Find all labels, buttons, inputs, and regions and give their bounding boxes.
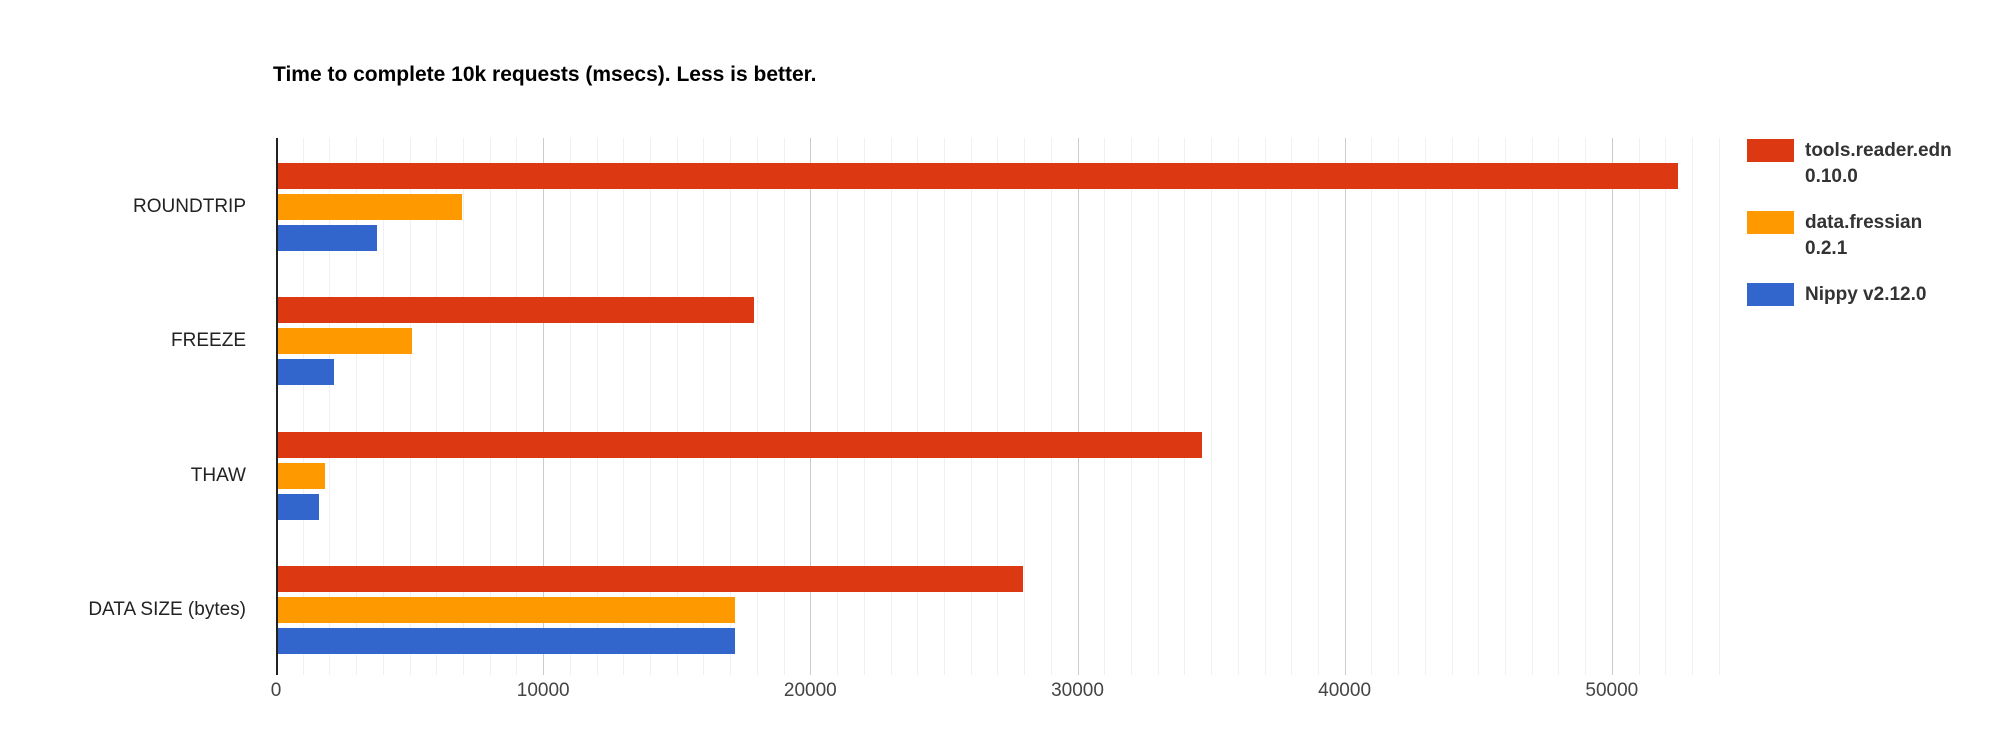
x-tick-label-0: 0	[270, 680, 282, 701]
minor-gridline-35000	[1211, 138, 1212, 675]
legend-label-tools-reader-edn-0-10-0: tools.reader.edn 0.10.0	[1805, 138, 1952, 190]
x-tick-label-10000: 10000	[516, 680, 570, 701]
minor-gridline-15000	[676, 138, 678, 675]
minor-gridline-14000	[650, 138, 651, 675]
x-tick-label-30000: 30000	[1051, 680, 1104, 701]
y-axis-baseline	[276, 138, 278, 675]
minor-gridline-51000	[1638, 138, 1640, 675]
minor-gridline-54000	[1718, 138, 1720, 675]
major-gridline-30000	[1077, 138, 1079, 675]
minor-gridline-29000	[1050, 138, 1052, 675]
minor-gridline-8000	[489, 138, 491, 675]
plot-area	[276, 138, 1740, 675]
minor-gridline-41000	[1371, 138, 1373, 675]
legend-swatch-data-fressian-0-2-1	[1747, 211, 1794, 234]
legend-item-data-fressian-0-2-1[interactable]: data.fressian 0.2.1	[1747, 210, 1952, 262]
minor-gridline-33000	[1157, 138, 1159, 675]
legend: tools.reader.edn 0.10.0 data.fressian 0.2.1…	[1747, 138, 1952, 308]
major-gridline-50000	[1611, 138, 1613, 675]
minor-gridline-27000	[997, 138, 999, 675]
minor-gridline-47000	[1531, 138, 1533, 675]
major-gridline-40000	[1344, 138, 1346, 675]
legend-label-line: 0.2.1	[1805, 238, 1848, 259]
x-tick-label-40000: 40000	[1318, 680, 1372, 701]
x-tick-label-20000: 20000	[783, 680, 837, 701]
minor-gridline-28000	[1024, 138, 1025, 675]
minor-gridline-53000	[1691, 138, 1693, 675]
bar-roundtrip-nippy-v2-12-0[interactable]	[278, 225, 377, 251]
minor-gridline-48000	[1558, 138, 1560, 675]
bar-freeze-tools-reader-edn-0-10-0[interactable]	[278, 297, 754, 324]
minor-gridline-6000	[436, 138, 438, 675]
minor-gridline-1000	[302, 138, 304, 675]
minor-gridline-4000	[382, 138, 384, 675]
category-axis-labels: ROUNDTRIP FREEZE THAW DATA SIZE (bytes)	[0, 0, 246, 754]
legend-label-line: tools.reader.edn	[1805, 140, 1952, 161]
minor-gridline-7000	[463, 138, 464, 675]
minor-gridline-17000	[730, 138, 732, 675]
major-gridline-10000	[543, 138, 545, 675]
bar-thaw-tools-reader-edn-0-10-0[interactable]	[278, 431, 1203, 458]
bar-freeze-data-fressian-0-2-1[interactable]	[278, 328, 412, 355]
legend-label-line: Nippy v2.12.0	[1805, 284, 1927, 305]
minor-gridline-19000	[783, 138, 785, 675]
minor-gridline-43000	[1424, 138, 1426, 675]
minor-gridline-13000	[623, 138, 625, 675]
bar-thaw-data-fressian-0-2-1[interactable]	[278, 462, 325, 489]
legend-label-line: data.fressian	[1805, 212, 1923, 233]
bar-data-size-bytes-tools-reader-edn-0-10-0[interactable]	[278, 565, 1024, 592]
major-gridline-20000	[810, 138, 812, 675]
category-label-roundtrip: ROUNDTRIP	[133, 196, 246, 217]
minor-gridline-31000	[1104, 138, 1106, 675]
minor-gridline-23000	[890, 138, 892, 675]
legend-swatch-nippy-v2-12-0	[1747, 283, 1794, 306]
legend-item-nippy-v2-12-0[interactable]: Nippy v2.12.0	[1747, 282, 1952, 308]
minor-gridline-49000	[1585, 138, 1587, 675]
minor-gridline-21000	[837, 138, 838, 675]
minor-gridline-46000	[1504, 138, 1506, 675]
minor-gridline-42000	[1398, 138, 1399, 675]
minor-gridline-25000	[943, 138, 945, 675]
legend-label-line: 0.10.0	[1805, 166, 1858, 187]
bar-thaw-nippy-v2-12-0[interactable]	[278, 493, 319, 520]
minor-gridline-16000	[703, 138, 705, 675]
minor-gridline-18000	[756, 138, 758, 675]
minor-gridline-44000	[1451, 138, 1453, 675]
minor-gridline-34000	[1184, 138, 1186, 675]
category-label-freeze: FREEZE	[171, 330, 246, 352]
minor-gridline-2000	[329, 138, 331, 675]
bar-freeze-nippy-v2-12-0[interactable]	[278, 359, 335, 386]
minor-gridline-22000	[863, 138, 865, 675]
minor-gridline-5000	[409, 138, 411, 675]
minor-gridline-11000	[569, 138, 571, 675]
legend-swatch-tools-reader-edn-0-10-0	[1747, 139, 1794, 162]
bar-roundtrip-data-fressian-0-2-1[interactable]	[278, 194, 463, 220]
chart-title: Time to complete 10k requests (msecs). L…	[273, 63, 817, 86]
minor-gridline-38000	[1291, 138, 1293, 675]
minor-gridline-9000	[516, 138, 518, 675]
minor-gridline-12000	[596, 138, 598, 675]
legend-item-tools-reader-edn-0-10-0[interactable]: tools.reader.edn 0.10.0	[1747, 138, 1952, 190]
minor-gridline-36000	[1237, 138, 1239, 675]
bar-data-size-bytes-nippy-v2-12-0[interactable]	[278, 627, 735, 654]
legend-label-nippy-v2-12-0: Nippy v2.12.0	[1805, 282, 1926, 308]
minor-gridline-32000	[1130, 138, 1132, 675]
legend-label-data-fressian-0-2-1: data.fressian 0.2.1	[1805, 210, 1922, 262]
minor-gridline-26000	[970, 138, 972, 675]
minor-gridline-37000	[1264, 138, 1266, 675]
bar-roundtrip-tools-reader-edn-0-10-0[interactable]	[278, 163, 1678, 189]
bar-data-size-bytes-data-fressian-0-2-1[interactable]	[278, 596, 735, 623]
minor-gridline-24000	[917, 138, 919, 675]
minor-gridline-3000	[356, 138, 358, 675]
minor-gridline-39000	[1317, 138, 1319, 675]
category-label-thaw: THAW	[190, 464, 246, 486]
category-label-data-size-bytes: DATA SIZE (bytes)	[88, 598, 246, 620]
x-tick-label-50000: 50000	[1585, 680, 1639, 701]
minor-gridline-52000	[1665, 138, 1667, 675]
minor-gridline-45000	[1478, 138, 1480, 675]
